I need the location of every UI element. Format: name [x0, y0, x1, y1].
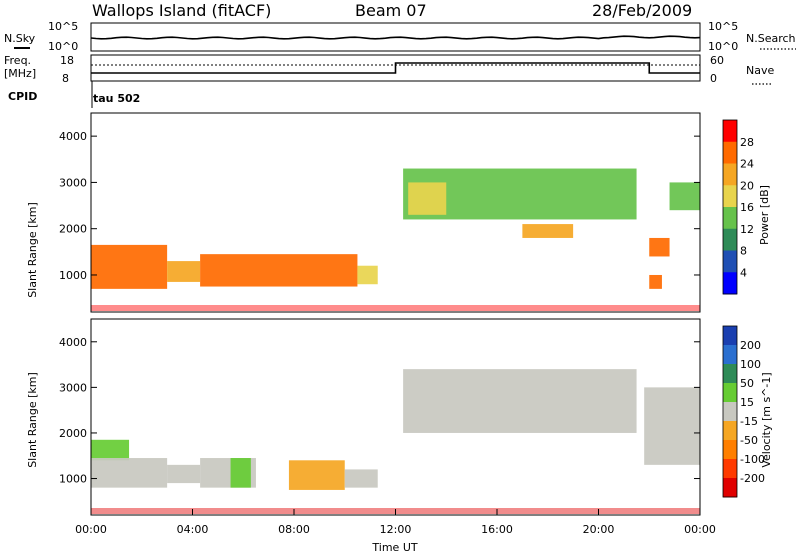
- power-cbar-tick-2: 12: [740, 223, 754, 236]
- freq-panel: Freq. [MHz] 18 8 60 0 Nave CPID tau 502: [4, 54, 774, 108]
- velocity-ytick-label-3: 4000: [59, 336, 87, 349]
- date-title: 28/Feb/2009: [592, 1, 692, 20]
- n-search-label: N.Search: [746, 32, 796, 45]
- xtick-label-4: 16:00: [481, 523, 513, 536]
- velocity-cbar-tick-4: -15: [740, 415, 758, 428]
- velocity-panel: 1000 2000 3000 4000 Slant Range [km] 200 100…: [26, 318, 773, 516]
- velocity-region-1: [91, 458, 168, 488]
- velocity-region-0: [91, 439, 130, 461]
- xtick-label-5: 20:00: [583, 523, 615, 536]
- velocity-cbar-tick-2: 50: [740, 377, 754, 390]
- xtick-label-2: 08:00: [278, 523, 310, 536]
- power-cbar-swatch-1: [723, 141, 737, 164]
- velocity-cbar-swatch-1: [723, 345, 737, 365]
- noise-trace: [90, 35, 701, 40]
- power-cbar-tick-3: 16: [740, 201, 754, 214]
- velocity-cbar-tick-3: 15: [740, 396, 754, 409]
- power-cbar-tick-0: 4: [740, 266, 747, 279]
- noise-right-tick-top: 10^5: [708, 20, 738, 33]
- power-cbar-label: Power [dB]: [758, 185, 771, 245]
- freq-tick-top: 18: [60, 54, 74, 67]
- nave-tick-bottom: 0: [710, 72, 717, 85]
- power-ytick-label-0: 1000: [59, 269, 87, 282]
- time-axis: 00:00 04:00 08:00 12:00 16:00 20:00 00:00: [75, 509, 716, 536]
- velocity-cbar-swatch-3: [723, 383, 737, 403]
- velocity-ytick-label-0: 1000: [59, 473, 87, 486]
- power-cbar-swatch-7: [723, 272, 737, 295]
- power-ytick-label-1: 2000: [59, 223, 87, 236]
- velocity-region-4: [230, 458, 251, 488]
- velocity-ytick-label-1: 2000: [59, 427, 87, 440]
- power-region-2: [200, 254, 358, 287]
- velocity-cbar-frame: [722, 325, 738, 498]
- velocity-ytick-label-2: 3000: [59, 381, 87, 394]
- freq-tick-bottom: 8: [62, 72, 69, 85]
- velocity-cbar-swatch-0: [723, 326, 737, 346]
- power-region-3: [357, 265, 378, 285]
- velocity-cbar-swatch-2: [723, 364, 737, 384]
- power-cbar-swatch-5: [723, 228, 737, 251]
- power-ytick-label-2: 3000: [59, 176, 87, 189]
- xtick-label-0: 00:00: [75, 523, 107, 536]
- velocity-region-5: [288, 460, 345, 490]
- power-panel: 1000 2000 3000 4000 Slant Range [km] 4 8 12 16…: [26, 112, 771, 313]
- velocity-cbar-swatch-5: [723, 421, 737, 441]
- cpid-value: tau 502: [93, 92, 140, 105]
- velocity-cbar-swatch-8: [723, 478, 737, 498]
- xtick-label-3: 12:00: [380, 523, 412, 536]
- freq-trace: [91, 62, 700, 74]
- noise-left-tick-bottom: 10^0: [48, 40, 78, 53]
- velocity-cbar-tick-6: -100: [740, 453, 765, 466]
- power-cbar-tick-4: 20: [740, 179, 754, 192]
- power-cbar-swatch-3: [723, 185, 737, 208]
- xtick-label-6: 00:00: [684, 523, 716, 536]
- power-cbar-frame: [722, 119, 738, 295]
- velocity-cbar-label: Velocity [m s^-1]: [760, 372, 773, 467]
- velocity-cbar-tick-1: 100: [740, 358, 761, 371]
- noise-left-tick-top: 10^5: [48, 20, 78, 33]
- xtick-label-1: 04:00: [177, 523, 209, 536]
- velocity-region-2: [167, 464, 201, 484]
- nave-label: Nave: [746, 64, 774, 77]
- nave-tick-top: 60: [710, 54, 724, 67]
- velocity-cbar-swatch-6: [723, 440, 737, 460]
- time-axis-label: Time UT: [371, 541, 417, 554]
- velocity-region-8: [644, 387, 700, 465]
- noise-panel: N.Sky 10^5 10^0 10^5 10^0 N.Search: [4, 20, 796, 53]
- power-ytick-label-3: 4000: [59, 130, 87, 143]
- power-region-7: [649, 237, 670, 257]
- power-cbar-swatch-6: [723, 250, 737, 273]
- velocity-cbar-swatch-7: [723, 459, 737, 479]
- power-ground-scatter: [91, 305, 700, 311]
- velocity-region-7: [403, 369, 637, 433]
- velocity-cbar-tick-5: -50: [740, 434, 758, 447]
- velocity-cbar-swatch-4: [723, 402, 737, 422]
- power-cbar-swatch-2: [723, 163, 737, 186]
- velocity-cbar-tick-7: -200: [740, 472, 765, 485]
- velocity-ylabel: Slant Range [km]: [26, 372, 39, 468]
- power-cbar-tick-1: 8: [740, 245, 747, 258]
- power-region-5: [408, 182, 447, 215]
- station-title: Wallops Island (fitACF): [92, 1, 271, 20]
- freq-label: Freq.: [4, 54, 31, 67]
- power-region-8: [649, 274, 662, 289]
- power-cbar-swatch-0: [723, 120, 737, 143]
- velocity-cbar-tick-0: 200: [740, 339, 761, 352]
- power-region-0: [91, 244, 168, 289]
- power-ylabel: Slant Range [km]: [26, 202, 39, 298]
- power-region-1: [167, 261, 201, 282]
- noise-right-tick-bottom: 10^0: [708, 40, 738, 53]
- beam-title: Beam 07: [355, 1, 427, 20]
- freq-unit-label: [MHz]: [4, 67, 36, 80]
- power-cbar-swatch-4: [723, 207, 737, 230]
- power-cbar-tick-6: 28: [740, 136, 754, 149]
- n-sky-label: N.Sky: [4, 32, 36, 45]
- power-cbar-tick-5: 24: [740, 158, 754, 171]
- cpid-label: CPID: [8, 90, 37, 103]
- velocity-region-6: [344, 469, 378, 488]
- power-region-6: [522, 224, 574, 238]
- power-region-9: [669, 182, 700, 211]
